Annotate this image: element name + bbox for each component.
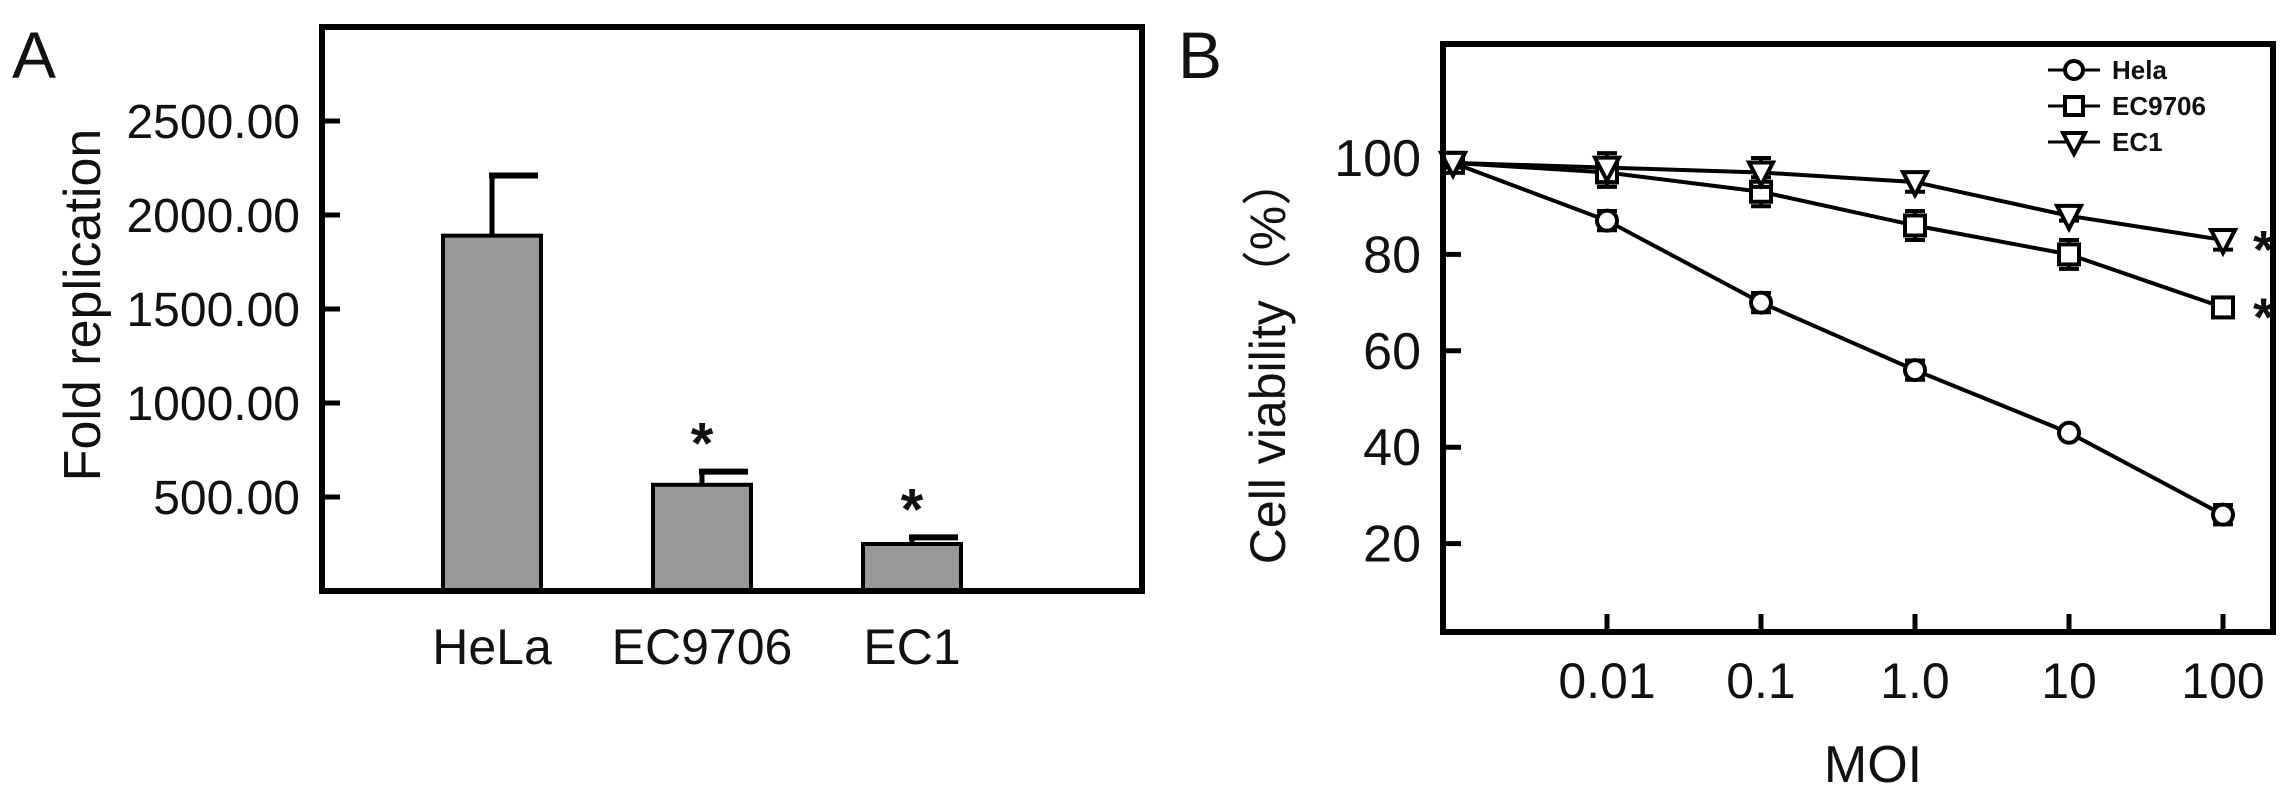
y-tick-label: 20	[1363, 516, 1421, 574]
panel-a-bars: HeLa EC9706 * EC1 *	[432, 172, 963, 675]
category-label: EC1	[863, 619, 960, 675]
x-tick-label: 1.0	[1880, 653, 1950, 709]
significance-marker: *	[2253, 287, 2274, 347]
significance-marker: *	[691, 412, 714, 477]
x-tick-label: 100	[2181, 653, 2264, 709]
legend-label: EC1	[2112, 127, 2163, 157]
series-line	[1452, 160, 2224, 310]
significance-marker: *	[2253, 220, 2274, 280]
triangle-marker	[1899, 170, 1931, 200]
circle-marker	[1749, 290, 1773, 315]
square-marker	[1903, 213, 1927, 238]
panel-b-ticks: 20 40 60 80 100 0.01 0.1 1.0 10 100	[1334, 130, 2264, 709]
panel-b-legend: Hela EC9706 EC1	[2048, 55, 2206, 159]
y-tick-label: 40	[1363, 419, 1421, 477]
bar-hela	[441, 233, 543, 593]
circle-marker	[2057, 420, 2081, 445]
triangle-marker	[2053, 203, 2085, 234]
circle-marker	[2063, 59, 2085, 81]
y-tick-label: 80	[1363, 226, 1421, 284]
square-marker	[2057, 242, 2081, 267]
series-ec9706: *	[1441, 150, 2274, 347]
y-tick-label: 500.00	[153, 472, 300, 525]
legend-label: Hela	[2112, 55, 2167, 85]
triangle-marker	[2059, 131, 2089, 159]
legend-label: EC9706	[2112, 91, 2206, 121]
panel-b: B Cell viability（%） MOI 20 40 60 80 100 0.01 0…	[1178, 18, 2276, 794]
circle-marker	[2211, 502, 2235, 527]
panel-b-frame	[1440, 41, 2276, 635]
bar-ec9706	[651, 482, 753, 593]
panel-a-y-ticks: 500.00 1000.00 1500.00 2000.00 2500.00	[126, 96, 340, 525]
category-label: HeLa	[432, 619, 552, 675]
series-line	[1452, 160, 2224, 242]
category-label: EC9706	[612, 619, 793, 675]
y-tick-label: 60	[1363, 323, 1421, 381]
y-tick-label: 2500.00	[126, 96, 300, 149]
triangle-marker	[1591, 155, 1623, 185]
square-marker	[2211, 295, 2235, 320]
series-ec1: *	[1437, 150, 2274, 280]
series-line	[1452, 160, 2224, 517]
panel-b-series: **	[1437, 150, 2274, 527]
x-tick-label: 0.1	[1726, 653, 1796, 709]
panel-b-ylabel: Cell viability（%）	[1240, 156, 1296, 564]
circle-marker	[1595, 208, 1619, 233]
bar-ec1	[861, 542, 963, 593]
x-tick-label: 0.01	[1558, 653, 1655, 709]
significance-marker: *	[901, 477, 924, 542]
y-tick-label: 1500.00	[126, 284, 300, 337]
triangle-marker	[2207, 227, 2239, 258]
y-tick-label: 1000.00	[126, 378, 300, 431]
y-tick-label: 2000.00	[126, 190, 300, 243]
panel-a: A Fold replication 500.00 1000.00 1500.00 2…	[12, 18, 1145, 675]
x-tick-label: 10	[2041, 653, 2097, 709]
y-tick-label: 100	[1334, 130, 1421, 188]
triangle-marker	[1437, 150, 1469, 181]
panel-a-frame	[319, 24, 1145, 594]
square-marker	[2063, 95, 2085, 117]
triangle-marker	[1745, 160, 1777, 190]
panel-a-ylabel: Fold replication	[54, 129, 112, 482]
circle-marker	[1903, 358, 1927, 383]
panel-b-xlabel: MOI	[1824, 736, 1922, 794]
panel-b-label: B	[1178, 18, 1222, 92]
panel-a-label: A	[12, 18, 56, 92]
